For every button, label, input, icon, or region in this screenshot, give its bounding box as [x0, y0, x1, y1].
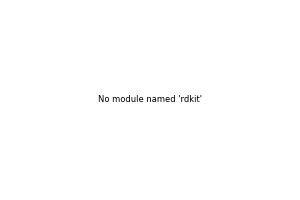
Text: No module named 'rdkit': No module named 'rdkit': [98, 96, 202, 104]
